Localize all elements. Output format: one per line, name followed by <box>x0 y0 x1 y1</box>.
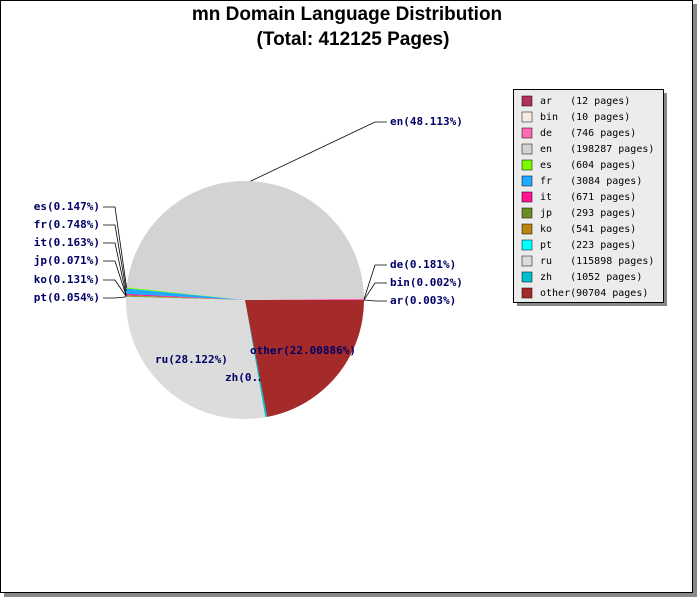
legend-swatch <box>522 192 532 202</box>
legend-label: bin (10 pages) <box>540 112 630 123</box>
legend-swatch <box>522 128 532 138</box>
slice-label: it(0.163%) <box>34 236 100 249</box>
legend-swatch <box>522 256 532 266</box>
slice-label: es(0.147%) <box>34 200 100 213</box>
slice-label: other(22.00886%) <box>250 344 356 357</box>
slice-label: ru(28.122%) <box>155 353 228 366</box>
slice-label: fr(0.748%) <box>34 218 100 231</box>
legend-swatch <box>522 144 532 154</box>
legend-swatch <box>522 272 532 282</box>
legend-label: ko (541 pages) <box>540 224 636 235</box>
legend-label: de (746 pages) <box>540 128 636 139</box>
legend-label: es (604 pages) <box>540 160 636 171</box>
legend-swatch <box>522 240 532 250</box>
legend-swatch <box>522 208 532 218</box>
chart-title: mn Domain Language Distribution <box>192 4 502 25</box>
legend-swatch <box>522 176 532 186</box>
slice-label: en(48.113%) <box>390 115 463 128</box>
legend-swatch <box>522 96 532 106</box>
slice-label: bin(0.002%) <box>390 276 463 289</box>
legend-label: ru (115898 pages) <box>540 256 654 267</box>
legend-swatch <box>522 224 532 234</box>
legend-label: en (198287 pages) <box>540 144 654 155</box>
slice-label: jp(0.071%) <box>34 254 100 267</box>
legend-label: ar (12 pages) <box>540 96 630 107</box>
legend-swatch <box>522 112 532 122</box>
legend-swatch <box>522 160 532 170</box>
legend-label: it (671 pages) <box>540 192 636 203</box>
slice-label: pt(0.054%) <box>34 291 100 304</box>
slice-label: ko(0.131%) <box>34 273 100 286</box>
legend-label: fr (3084 pages) <box>540 176 642 187</box>
slice-label: ar(0.003%) <box>390 294 456 307</box>
slice-label: de(0.181%) <box>390 258 456 271</box>
legend-swatch <box>522 288 532 298</box>
legend-label: pt (223 pages) <box>540 240 636 251</box>
chart-subtitle: (Total: 412125 Pages) <box>257 29 450 50</box>
legend-label: other(90704 pages) <box>540 288 648 299</box>
legend-label: jp (293 pages) <box>540 208 636 219</box>
legend-label: zh (1052 pages) <box>540 272 642 283</box>
